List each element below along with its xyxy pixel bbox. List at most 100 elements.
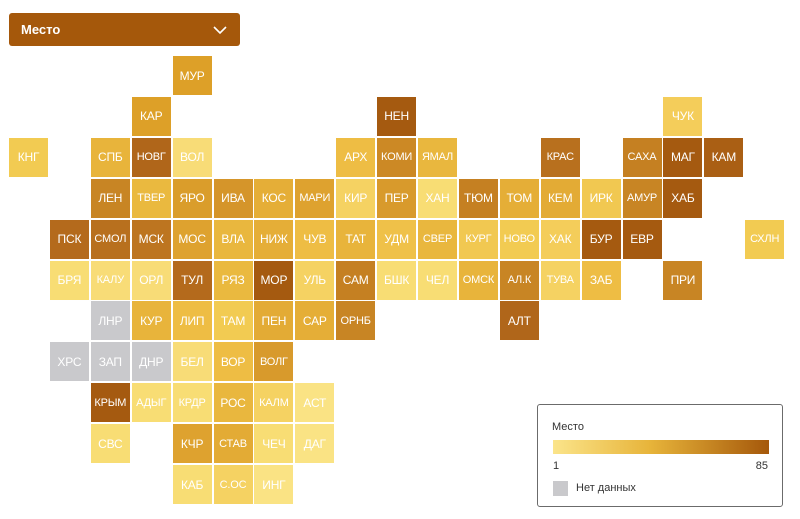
metric-dropdown[interactable]: Место xyxy=(9,13,240,46)
region-tile[interactable]: КНГ xyxy=(9,137,48,177)
region-tile[interactable]: ХАК xyxy=(540,219,580,259)
region-tile[interactable]: ВОЛ xyxy=(172,137,212,177)
region-tile[interactable]: ТАМ xyxy=(213,301,253,341)
region-tile[interactable]: НОВГ xyxy=(131,137,171,177)
region-tile[interactable]: ЛНР xyxy=(90,301,130,341)
region-tile[interactable]: ЯРО xyxy=(172,178,212,218)
region-tile[interactable]: ОРЛ xyxy=(131,260,171,300)
region-tile[interactable]: ХАБ xyxy=(663,178,703,218)
region-tile[interactable]: РЯЗ xyxy=(213,260,253,300)
region-tile[interactable]: БЕЛ xyxy=(172,342,212,382)
region-tile[interactable]: МСК xyxy=(131,219,171,259)
region-tile[interactable]: КАМ xyxy=(704,137,744,177)
legend: Место 1 85 Нет данных xyxy=(537,404,783,507)
region-tile[interactable]: МАГ xyxy=(663,137,703,177)
region-tile[interactable]: САР xyxy=(295,301,335,341)
region-tile[interactable]: ЧУВ xyxy=(295,219,335,259)
region-tile[interactable]: ТАТ xyxy=(336,219,376,259)
region-tile[interactable]: БШК xyxy=(377,260,417,300)
region-tile[interactable]: АРХ xyxy=(336,137,376,177)
region-tile[interactable]: ЧЕЧ xyxy=(254,424,294,464)
region-tile[interactable]: КЧР xyxy=(172,424,212,464)
region-tile[interactable]: КИР xyxy=(336,178,376,218)
region-tile[interactable]: СВС xyxy=(90,424,130,464)
region-tile[interactable]: ВЛА xyxy=(213,219,253,259)
region-tile[interactable]: ТУЛ xyxy=(172,260,212,300)
region-tile[interactable]: САХА xyxy=(622,137,662,177)
region-tile[interactable]: КУРГ xyxy=(458,219,498,259)
region-tile[interactable]: АМУР xyxy=(622,178,662,218)
legend-no-data-swatch xyxy=(553,481,568,496)
region-tile[interactable]: МОС xyxy=(172,219,212,259)
region-tile[interactable]: НЕН xyxy=(377,96,417,136)
legend-color-scale xyxy=(553,440,769,454)
region-tile[interactable]: ЕВР xyxy=(622,219,662,259)
region-tile[interactable]: ПЕР xyxy=(377,178,417,218)
region-tile[interactable]: КРДР xyxy=(172,383,212,423)
region-tile[interactable]: ХАН xyxy=(418,178,457,218)
region-tile[interactable]: КЕМ xyxy=(540,178,580,218)
region-tile[interactable]: ДНР xyxy=(131,342,171,382)
legend-max-label: 85 xyxy=(755,460,768,472)
region-tile[interactable]: УЛЬ xyxy=(295,260,335,300)
region-tile[interactable]: КАБ xyxy=(172,465,212,504)
region-tile[interactable]: КОМИ xyxy=(377,137,417,177)
region-tile[interactable]: ЧУК xyxy=(663,96,703,136)
region-tile[interactable]: КАЛУ xyxy=(90,260,130,300)
region-tile[interactable]: МОР xyxy=(254,260,294,300)
region-tile[interactable]: АДЫГ xyxy=(131,383,171,423)
legend-min-label: 1 xyxy=(553,460,560,472)
region-tile[interactable]: СВЕР xyxy=(418,219,457,259)
region-tile[interactable]: ОМСК xyxy=(458,260,498,300)
region-tile[interactable]: ОРНБ xyxy=(336,301,376,341)
region-tile[interactable]: УДМ xyxy=(377,219,417,259)
region-tile[interactable]: ПСК xyxy=(49,219,89,259)
region-tile[interactable]: ХРС xyxy=(49,342,89,382)
region-tile[interactable]: СПБ xyxy=(90,137,130,177)
legend-no-data-label: Нет данных xyxy=(576,482,636,494)
region-tile[interactable]: ТЮМ xyxy=(458,178,498,218)
region-tile[interactable]: МУР xyxy=(172,56,212,95)
region-tile[interactable]: КРАС xyxy=(540,137,580,177)
region-tile[interactable]: НОВО xyxy=(499,219,539,259)
dropdown-label: Место xyxy=(21,22,61,37)
chevron-down-icon xyxy=(213,25,227,34)
region-tile[interactable]: ВОР xyxy=(213,342,253,382)
region-tile[interactable]: СМОЛ xyxy=(90,219,130,259)
region-tile[interactable]: ИНГ xyxy=(254,465,294,504)
region-tile[interactable]: ТВЕР xyxy=(131,178,171,218)
region-tile[interactable]: ЗАП xyxy=(90,342,130,382)
region-tile[interactable]: СХЛН xyxy=(745,219,785,259)
region-tile[interactable]: ТУВА xyxy=(540,260,580,300)
region-tile[interactable]: ЗАБ xyxy=(581,260,621,300)
region-tile[interactable]: БУР xyxy=(581,219,621,259)
region-tile[interactable]: МАРИ xyxy=(295,178,335,218)
region-tile[interactable]: НИЖ xyxy=(254,219,294,259)
region-tile[interactable]: ТОМ xyxy=(499,178,539,218)
region-tile[interactable]: АСТ xyxy=(295,383,335,423)
region-tile[interactable]: ПЕН xyxy=(254,301,294,341)
region-tile[interactable]: КАР xyxy=(131,96,171,136)
region-tile[interactable]: РОС xyxy=(213,383,253,423)
region-tile[interactable]: БРЯ xyxy=(49,260,89,300)
region-tile[interactable]: АЛ.К xyxy=(499,260,539,300)
region-tile[interactable]: С.ОС xyxy=(213,465,253,504)
legend-title: Место xyxy=(552,421,584,433)
region-tile[interactable]: ЯМАЛ xyxy=(418,137,457,177)
region-tile[interactable]: КРЫМ xyxy=(90,383,130,423)
region-tile[interactable]: ИРК xyxy=(581,178,621,218)
region-tile[interactable]: КОС xyxy=(254,178,294,218)
region-tile[interactable]: ЛЕН xyxy=(90,178,130,218)
region-tile[interactable]: САМ xyxy=(336,260,376,300)
region-tile[interactable]: ВОЛГ xyxy=(254,342,294,382)
region-tile[interactable]: ЧЕЛ xyxy=(418,260,457,300)
region-tile[interactable]: ПРИ xyxy=(663,260,703,300)
region-tile[interactable]: СТАВ xyxy=(213,424,253,464)
region-tile[interactable]: ДАГ xyxy=(295,424,335,464)
region-tile[interactable]: ИВА xyxy=(213,178,253,218)
region-tile[interactable]: ЛИП xyxy=(172,301,212,341)
region-tile[interactable]: КАЛМ xyxy=(254,383,294,423)
region-tile[interactable]: АЛТ xyxy=(499,301,539,341)
region-tile[interactable]: КУР xyxy=(131,301,171,341)
